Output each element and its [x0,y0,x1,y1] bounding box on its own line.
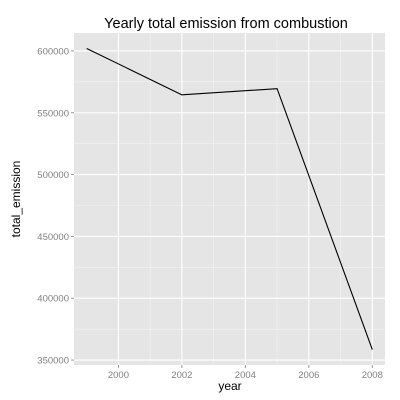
series-line [86,47,373,350]
y-tick-label: 550000 [37,108,69,119]
x-tick-label: 2002 [171,370,192,381]
x-tick-label: 2004 [235,370,256,381]
y-tick-label: 400000 [37,294,69,305]
chart-title: Yearly total emission from combustion [104,16,348,32]
x-tick-label: 2000 [108,370,129,381]
x-tick-label: 2006 [298,370,319,381]
series-layer [86,47,373,350]
y-tick-label: 600000 [37,46,69,57]
y-tick-label: 450000 [37,232,69,243]
y-tick-label: 350000 [37,356,69,367]
x-tick-label: 2008 [362,370,383,381]
y-axis-title: total_emission [9,161,23,238]
y-tick-label: 500000 [37,170,69,181]
x-axis: 2000 2002 2004 2006 2008 [108,365,383,381]
y-axis: 350000 400000 450000 500000 550000 600000 [37,46,74,367]
plot-panel [74,33,385,365]
x-axis-title: year [218,379,241,393]
major-grid [74,33,385,365]
